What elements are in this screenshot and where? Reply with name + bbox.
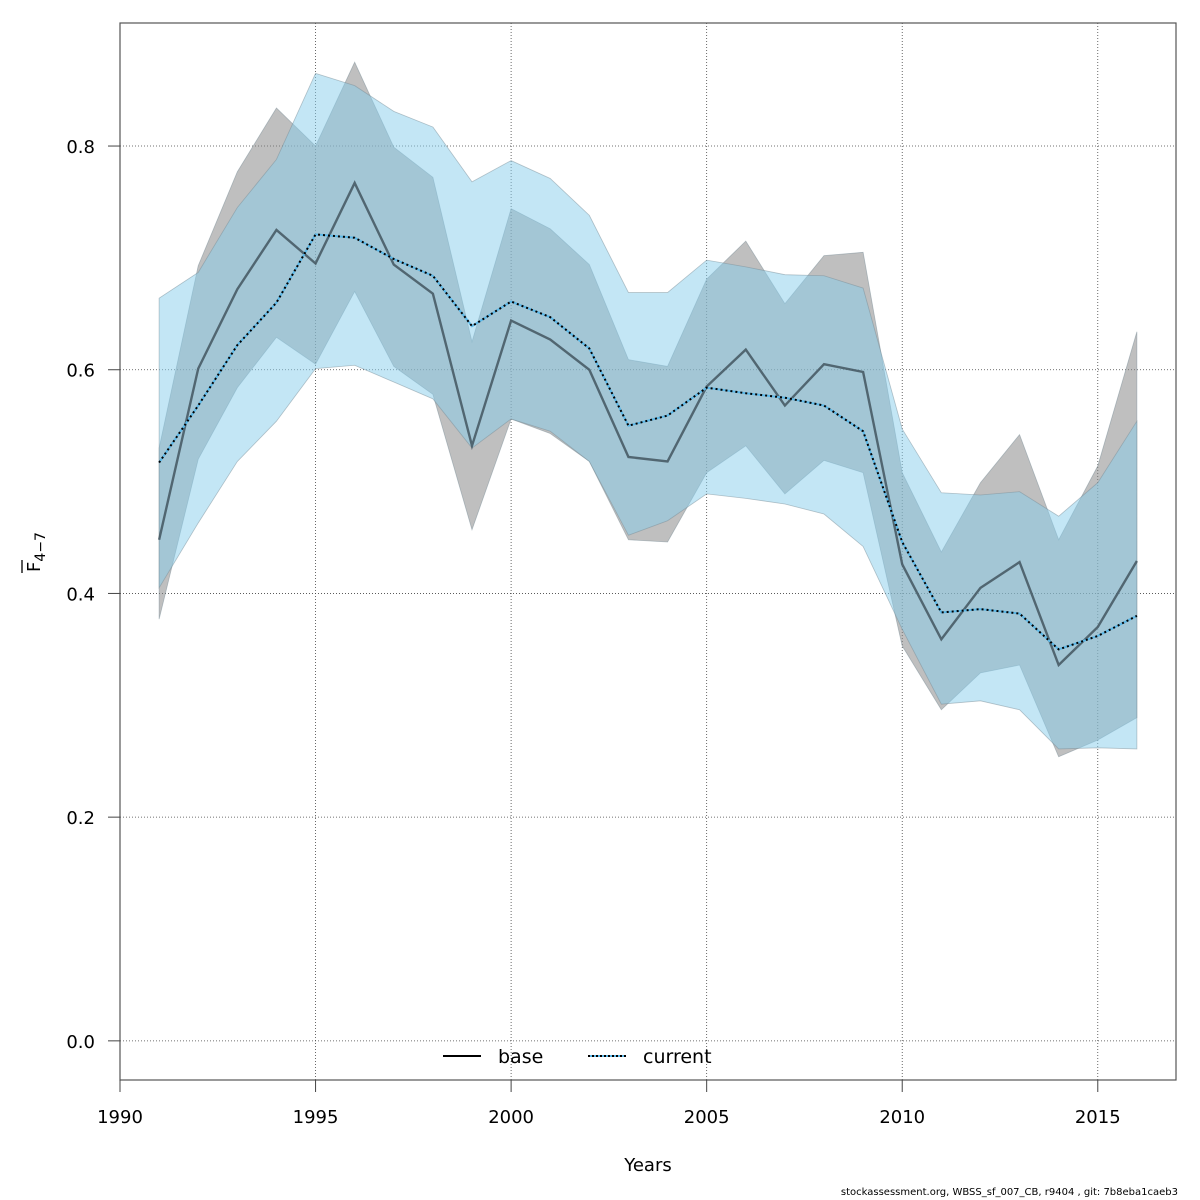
plot-frame xyxy=(119,22,1177,1081)
y-axis-title: F4−7 xyxy=(21,532,49,573)
line-current-underlay xyxy=(158,233,1138,651)
y-axis: 0.0 0.2 0.4 0.6 0.8 xyxy=(66,137,120,1053)
footer-attribution: stockassessment.org, WBSS_sf_007_CB, r94… xyxy=(840,1187,1178,1198)
y-tick-label: 0.0 xyxy=(66,1032,95,1053)
y-axis-title-main: F xyxy=(24,562,45,572)
svg-text:F4−7: F4−7 xyxy=(24,532,49,572)
y-tick-label: 0.2 xyxy=(66,808,95,829)
x-tick-label: 2005 xyxy=(684,1107,730,1128)
x-tick-label: 2010 xyxy=(879,1107,925,1128)
line-base xyxy=(157,180,1138,668)
y-tick-label: 0.4 xyxy=(66,584,95,605)
x-tick-label: 2015 xyxy=(1075,1107,1121,1128)
legend-current-label: current xyxy=(643,1046,712,1068)
legend-base-label: base xyxy=(498,1046,543,1068)
x-tick-label: 1995 xyxy=(293,1107,339,1128)
band-current xyxy=(158,72,1138,750)
y-tick-label: 0.8 xyxy=(66,137,95,158)
confidence-bands xyxy=(158,61,1138,758)
x-tick-label: 2000 xyxy=(488,1107,534,1128)
y-axis-title-subscript: 4−7 xyxy=(33,532,49,562)
x-tick-label: 1990 xyxy=(97,1107,143,1128)
y-tick-label: 0.6 xyxy=(66,361,95,382)
x-axis-title: Years xyxy=(623,1155,672,1176)
x-axis: 1990 1995 2000 2005 2010 2015 xyxy=(97,1080,1121,1128)
series-lines xyxy=(157,180,1138,668)
legend: base current xyxy=(443,1046,712,1068)
